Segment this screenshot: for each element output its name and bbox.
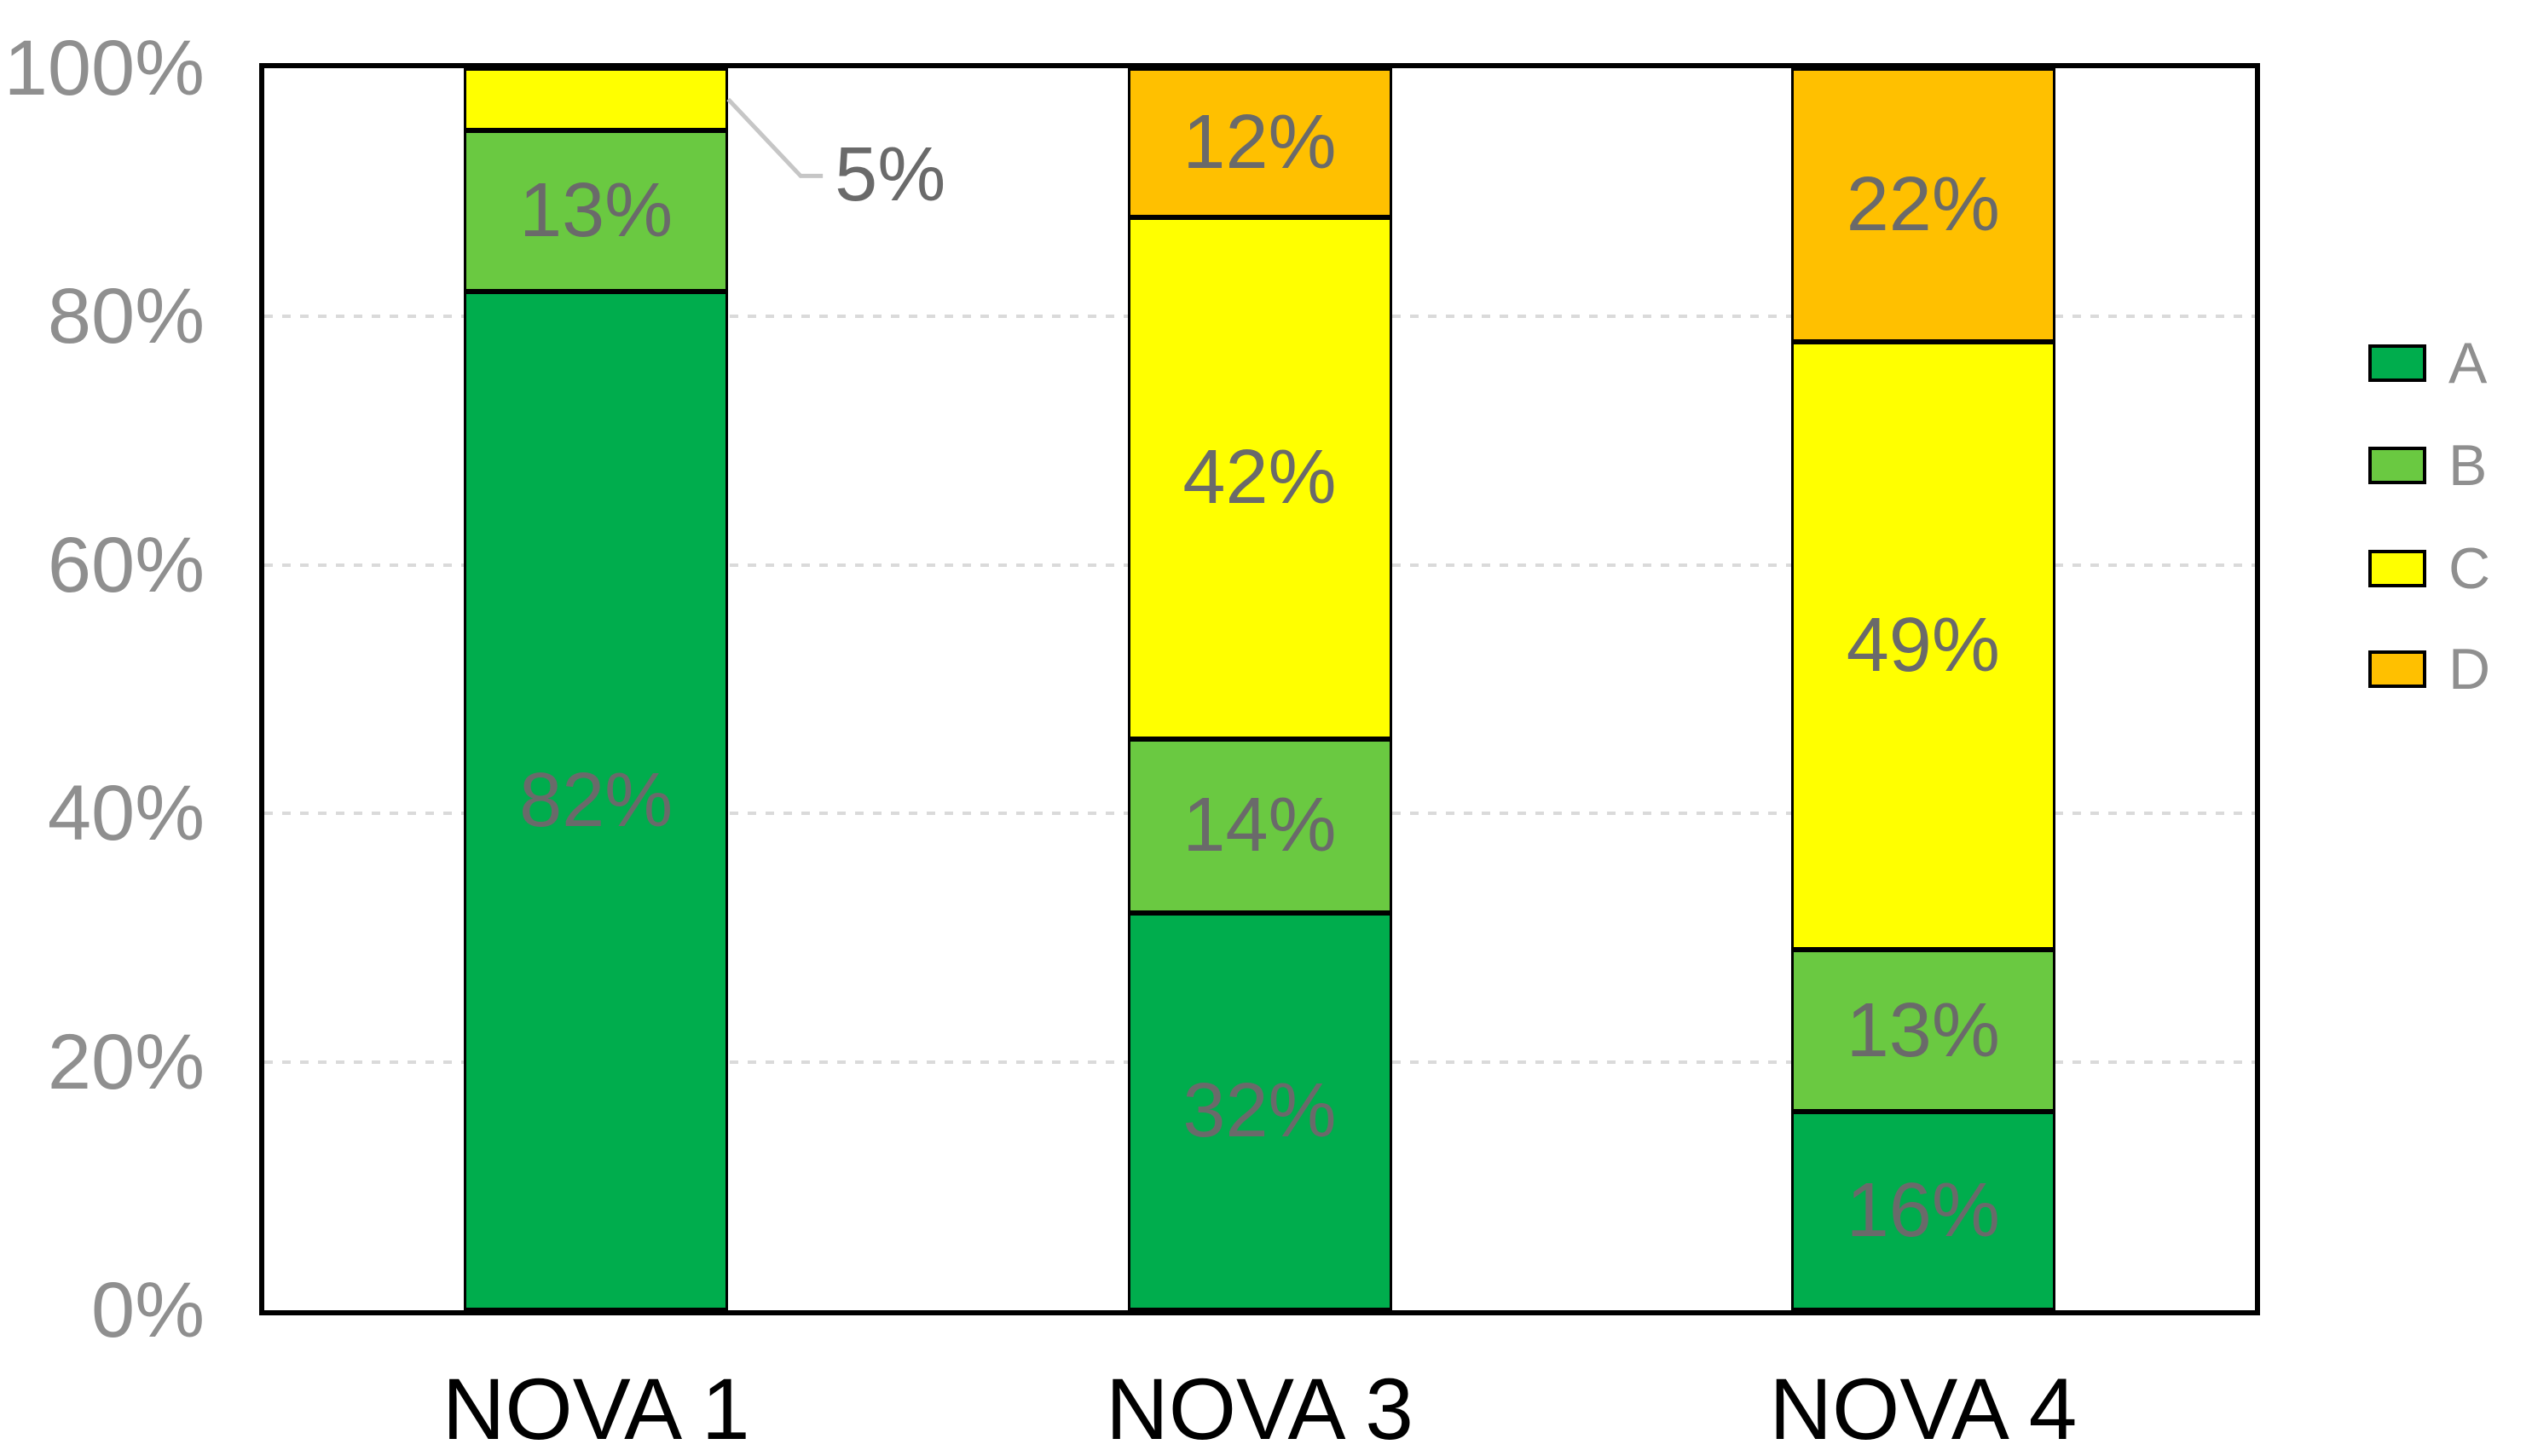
legend-swatch-d (2368, 650, 2426, 688)
x-axis-label-nova-4: NOVA 4 (1769, 1361, 2078, 1456)
bar-segment-C-nova-1 (464, 68, 729, 130)
data-label: 32% (1182, 1068, 1337, 1154)
y-tick-label-0: 0% (91, 1267, 205, 1354)
legend-label-c: C (2448, 536, 2491, 601)
bar-segment-C-nova-3: 42% (1127, 217, 1392, 739)
legend-swatch-a (2368, 344, 2426, 382)
bar-segment-A-nova-3: 32% (1127, 912, 1392, 1310)
y-tick-label-40: 40% (47, 770, 205, 858)
y-tick-label-100: 100% (3, 25, 205, 112)
legend-swatch-b (2368, 447, 2426, 484)
bar-segment-D-nova-4: 22% (1790, 68, 2055, 342)
data-label: 82% (519, 758, 673, 844)
x-axis-label-nova-3: NOVA 3 (1106, 1361, 1413, 1456)
callout-data-label: 5% (835, 132, 946, 218)
plot-area (259, 63, 2260, 1315)
bar-segment-B-nova-1: 13% (464, 130, 729, 292)
bar-segment-B-nova-3: 14% (1127, 738, 1392, 913)
bar-segment-C-nova-4: 49% (1790, 341, 2055, 950)
data-label: 16% (1846, 1167, 2000, 1253)
data-label: 13% (1846, 987, 2000, 1073)
legend-swatch-c (2368, 550, 2426, 587)
legend-label-d: D (2448, 637, 2491, 702)
data-label: 22% (1846, 161, 2000, 247)
y-tick-label-60: 60% (47, 521, 205, 609)
data-label: 13% (519, 168, 673, 254)
data-label: 42% (1182, 435, 1337, 521)
bar-segment-D-nova-3: 12% (1127, 68, 1392, 217)
x-axis-label-nova-1: NOVA 1 (442, 1361, 750, 1456)
bar-segment-B-nova-4: 13% (1790, 950, 2055, 1112)
y-tick-label-80: 80% (47, 273, 205, 361)
bar-segment-A-nova-4: 16% (1790, 1111, 2055, 1310)
legend-label-b: B (2448, 433, 2488, 498)
legend-label-a: A (2448, 331, 2488, 396)
data-label: 14% (1182, 783, 1337, 869)
bar-segment-A-nova-1: 82% (464, 292, 729, 1310)
y-tick-label-20: 20% (47, 1018, 205, 1106)
data-label: 12% (1182, 99, 1337, 185)
data-label: 49% (1846, 602, 2000, 688)
